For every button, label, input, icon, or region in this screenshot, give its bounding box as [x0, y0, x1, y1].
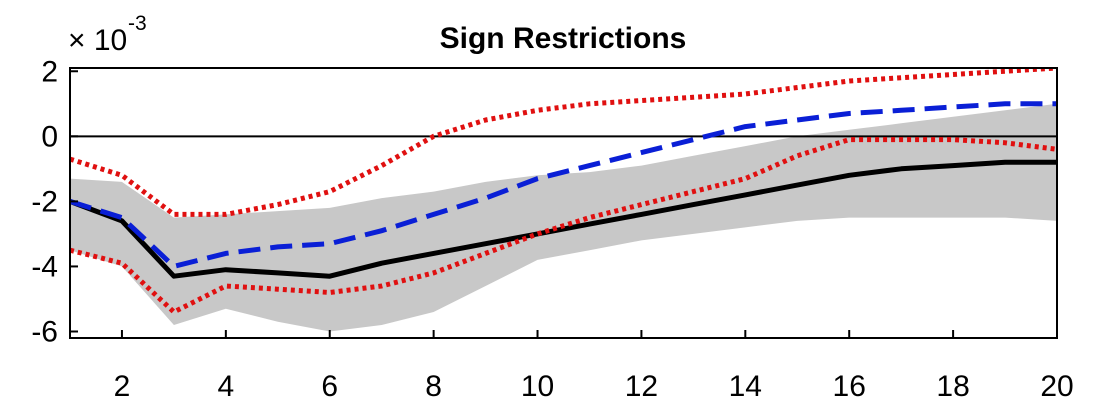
median-response-line	[70, 159, 1057, 279]
x-tick-label: 6	[321, 370, 338, 403]
x-tick-label: 18	[936, 370, 969, 403]
exponent-label-power: -3	[128, 12, 147, 35]
chart-title: Sign Restrictions	[440, 22, 687, 55]
x-tick-label: 20	[1040, 370, 1073, 403]
plot-frame	[69, 67, 1058, 339]
plot-layer	[70, 68, 1057, 332]
exponent-label-base: × 10	[68, 24, 127, 57]
upper-bound-dotted-line	[70, 68, 1057, 217]
y-tick-label: 2	[41, 55, 58, 88]
x-tick-label: 2	[114, 370, 131, 403]
y-tick-label: -4	[31, 250, 58, 283]
x-tick-label: 14	[729, 370, 762, 403]
exponent-label: × 10 -3	[68, 12, 147, 57]
lower-bound-dotted-line	[70, 137, 1057, 315]
y-tick-label: -2	[31, 185, 58, 218]
x-tick-label: 12	[625, 370, 658, 403]
dashed-response-line	[70, 101, 1057, 269]
x-tick-label: 10	[521, 370, 554, 403]
x-tick-label: 8	[425, 370, 442, 403]
x-tick-label: 16	[833, 370, 866, 403]
y-tick-label: 0	[41, 120, 58, 153]
y-tick-label: -6	[31, 315, 58, 348]
axis-layer: 2 4 6 8 10 12 14 16 18 20 -6 -4 -2 0 2	[31, 55, 1073, 403]
x-tick-label: 4	[217, 370, 234, 403]
